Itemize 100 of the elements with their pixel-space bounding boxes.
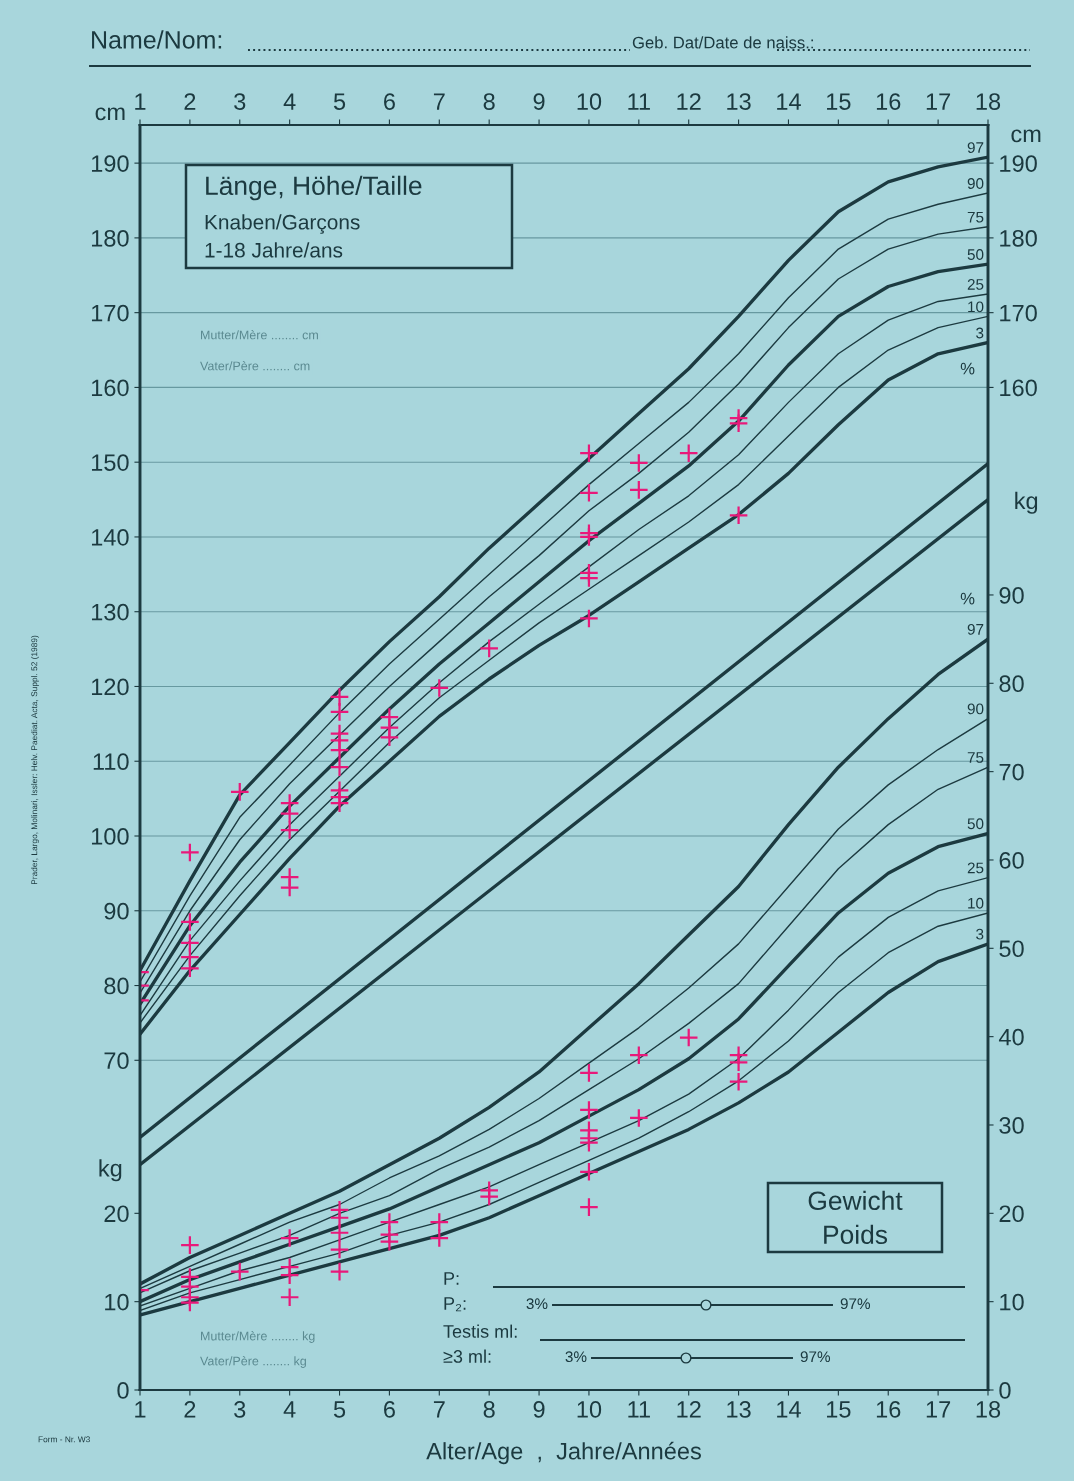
x2-tick-label: 12: [677, 93, 701, 110]
point: [678, 1027, 699, 1048]
text: Prader, Largo, Molinari, Issler: Helv. Paediat. Acta, Suppl. 52 (1989): [31, 635, 39, 885]
y-tick-label: 160: [91, 379, 129, 397]
series-label: 25: [967, 279, 984, 290]
point: [279, 803, 300, 824]
y-tick-label: 110: [93, 753, 129, 771]
point: [579, 1197, 599, 1218]
series-label: 3: [976, 928, 984, 940]
x-tick-label: 6: [384, 1401, 395, 1418]
point: [329, 1222, 350, 1243]
point: [728, 413, 749, 434]
y-tick-label: 70: [104, 1052, 129, 1070]
y-tick-label: 10: [105, 1293, 129, 1311]
series-label: 75: [967, 211, 984, 223]
annotation: Gewicht: [808, 1190, 903, 1211]
y2-tick-label: 160: [1000, 379, 1037, 397]
y2-tick-label: 50: [999, 940, 1024, 958]
x2-tick-label: 14: [777, 93, 801, 110]
point: [429, 1228, 450, 1248]
point: [329, 757, 350, 778]
annotation: Poids: [824, 1224, 888, 1245]
y-tick-label: 0: [117, 1382, 129, 1399]
y-tick-label: 140: [91, 529, 129, 546]
point: [628, 453, 649, 473]
y-tick-label: 170: [91, 304, 129, 322]
point: [479, 638, 500, 659]
x2-tick-label: 2: [184, 93, 196, 110]
annotation: 97%: [800, 1351, 831, 1363]
point: [179, 1292, 200, 1313]
series-label: 97: [967, 623, 984, 635]
x2-tick-label: 3: [234, 93, 246, 110]
point: [179, 958, 200, 979]
point: [579, 482, 599, 503]
y2-tick-label: 60: [999, 852, 1024, 869]
x2-tick-label: 6: [384, 93, 395, 110]
point: [329, 740, 350, 760]
x2-tick-label: 10: [577, 93, 602, 110]
text: Name/Nom:: [92, 30, 222, 49]
point: [728, 1052, 749, 1073]
point: [728, 1071, 749, 1092]
annotation: P₂:: [444, 1297, 466, 1312]
y-tick-label: 190: [91, 155, 129, 172]
x-tick-label: 16: [876, 1401, 901, 1418]
y-tick-label: 180: [91, 229, 129, 247]
y2-tick-label: 180: [1000, 229, 1037, 247]
x-tick-label: 17: [926, 1401, 951, 1418]
annotation: 97%: [840, 1298, 871, 1310]
point: [279, 1265, 300, 1286]
point: [279, 1228, 300, 1248]
x2-tick-label: 16: [876, 93, 901, 110]
annotation: Vater/Père ........ cm: [200, 361, 310, 371]
point: [229, 1261, 250, 1282]
x-tick-label: 5: [333, 1401, 346, 1418]
point: [179, 912, 200, 932]
x-tick-label: 3: [234, 1401, 246, 1418]
series-label: 90: [967, 178, 984, 189]
annotation: 3%: [526, 1298, 548, 1310]
annotation: Knaben/Garçons: [205, 214, 360, 234]
y-tick-label: 80: [104, 977, 129, 995]
annotation: Mutter/Mère ........ cm: [201, 330, 318, 340]
series-label: 50: [967, 818, 984, 830]
point: [579, 1062, 599, 1083]
x-tick-label: 10: [577, 1401, 602, 1418]
point: [728, 505, 749, 526]
annotation: P:: [444, 1272, 459, 1285]
x2-tick-label: 5: [333, 93, 346, 110]
x2-tick-label: 11: [628, 93, 650, 110]
y-axis-title: cm: [95, 107, 125, 121]
x-tick-label: 9: [533, 1401, 545, 1418]
point: [429, 678, 450, 698]
x2-tick-label: 4: [283, 93, 296, 110]
x-tick-label: 12: [677, 1401, 701, 1418]
point: [279, 820, 300, 840]
y-tick-label: 130: [91, 603, 129, 621]
point: [579, 1100, 599, 1120]
x-tick-label: 18: [976, 1401, 1001, 1418]
point: [579, 568, 599, 588]
y2-tick-label: 20: [999, 1205, 1024, 1223]
text: Geb. Dat/Date de naiss.:: [632, 36, 813, 49]
point: [479, 1186, 500, 1207]
text: Form - Nr. W3: [38, 1436, 90, 1443]
y2-tick-label: 40: [998, 1028, 1024, 1046]
y-tick-label: 120: [91, 678, 129, 696]
x2-tick-label: 8: [483, 93, 495, 110]
point: [179, 1235, 200, 1256]
x2-tick-label: 18: [976, 93, 1001, 110]
y2-tick-label: 80: [999, 675, 1024, 693]
x2-tick-label: 17: [926, 93, 951, 110]
y-tick-label: 100: [91, 828, 129, 845]
y2-axis-title: kg: [1015, 491, 1038, 514]
x-tick-label: 15: [827, 1401, 851, 1418]
y-axis-title: kg: [99, 1159, 122, 1182]
y2-axis-title: cm: [1011, 129, 1041, 143]
annotation: ≥3 ml:: [443, 1349, 491, 1363]
point: [628, 479, 649, 500]
y2-tick-label: 10: [1000, 1293, 1024, 1311]
annotation: Mutter/Mère ........ kg: [201, 1331, 315, 1343]
point: [579, 608, 599, 629]
y2-tick-label: 70: [999, 763, 1024, 781]
